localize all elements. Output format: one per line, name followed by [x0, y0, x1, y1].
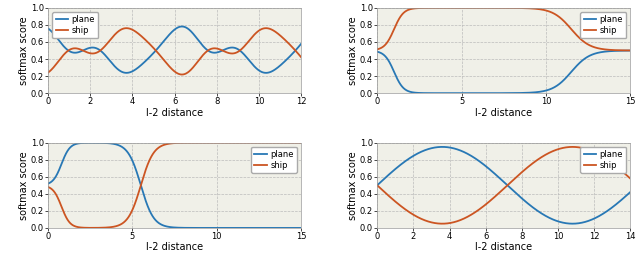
Legend: plane, ship: plane, ship — [251, 147, 297, 173]
Y-axis label: softmax score: softmax score — [348, 151, 358, 220]
Legend: plane, ship: plane, ship — [580, 12, 626, 38]
Y-axis label: softmax score: softmax score — [19, 16, 29, 85]
X-axis label: l-2 distance: l-2 distance — [476, 108, 532, 118]
Y-axis label: softmax score: softmax score — [19, 151, 29, 220]
X-axis label: l-2 distance: l-2 distance — [146, 108, 203, 118]
X-axis label: l-2 distance: l-2 distance — [146, 243, 203, 253]
X-axis label: l-2 distance: l-2 distance — [476, 243, 532, 253]
Legend: plane, ship: plane, ship — [580, 147, 626, 173]
Y-axis label: softmax score: softmax score — [348, 16, 358, 85]
Legend: plane, ship: plane, ship — [52, 12, 98, 38]
